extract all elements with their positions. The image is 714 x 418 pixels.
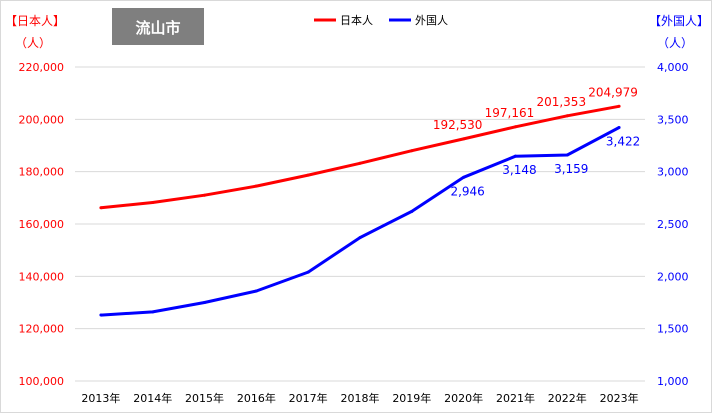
data-point (151, 201, 155, 205)
data-point (203, 193, 207, 197)
data-label: 3,422 (606, 134, 640, 148)
left-axis-ticks: 100,000 120,000 140,000 160,000 180,000 200,0… (19, 61, 65, 388)
x-tick-label: 2016年 (237, 391, 276, 405)
right-axis-label-line2: （人） (657, 36, 693, 50)
data-label: 204,979 (588, 85, 638, 99)
x-tick-label: 2020年 (444, 391, 483, 405)
left-tick-label: 140,000 (19, 270, 65, 283)
series-layer (99, 104, 621, 317)
data-label: 2,946 (450, 184, 484, 198)
data-label: 201,353 (536, 95, 586, 109)
data-point (254, 184, 258, 188)
data-point (565, 153, 569, 157)
data-point (358, 161, 362, 165)
x-tick-label: 2019年 (392, 391, 431, 405)
x-axis-ticks: 2013年 2014年 2015年 2016年 2017年 2018年 2019年 2020年… (81, 391, 638, 405)
data-point (99, 206, 103, 210)
data-point (99, 313, 103, 317)
data-label: 3,148 (502, 163, 536, 177)
data-point (203, 301, 207, 304)
data-label: 197,161 (485, 106, 535, 120)
left-tick-label: 100,000 (19, 375, 65, 388)
data-label: 3,159 (554, 162, 588, 176)
right-tick-label: 2,000 (657, 270, 689, 283)
data-point (462, 175, 466, 179)
left-tick-label: 180,000 (19, 166, 65, 179)
data-point (410, 149, 414, 153)
data-point (306, 270, 310, 274)
left-tick-label: 220,000 (19, 61, 65, 74)
legend-label-japanese: 日本人 (340, 13, 373, 27)
left-axis-label-line1: 【日本人】 (5, 14, 65, 28)
x-tick-label: 2023年 (600, 391, 639, 405)
x-tick-label: 2018年 (341, 391, 380, 405)
x-tick-label: 2013年 (81, 391, 120, 405)
data-point (617, 104, 621, 108)
series-line-foreign (100, 126, 620, 317)
right-axis-label-line1: 【外国人】 (649, 14, 709, 28)
right-tick-label: 2,500 (657, 218, 689, 231)
right-tick-label: 1,000 (657, 375, 689, 388)
x-tick-label: 2017年 (289, 391, 328, 405)
right-tick-label: 3,500 (657, 113, 689, 126)
right-tick-label: 3,000 (657, 166, 689, 179)
data-point (410, 209, 414, 213)
data-point (513, 125, 517, 129)
right-tick-label: 1,500 (657, 323, 689, 336)
data-point (513, 154, 517, 158)
data-label: 192,530 (433, 118, 483, 132)
title-box (112, 8, 204, 45)
x-tick-label: 2014年 (133, 391, 172, 405)
data-point (617, 125, 621, 129)
data-point (358, 236, 362, 240)
data-point (306, 173, 310, 177)
right-tick-label: 4,000 (657, 61, 689, 74)
left-tick-label: 120,000 (19, 323, 65, 336)
x-tick-label: 2022年 (548, 391, 587, 405)
x-tick-label: 2021年 (496, 391, 535, 405)
right-axis-ticks: 1,000 1,500 2,000 2,500 3,000 3,500 4,000 (657, 61, 689, 388)
x-tick-label: 2015年 (185, 391, 224, 405)
data-point (565, 114, 569, 118)
left-axis-label-line2: （人） (15, 36, 51, 50)
left-tick-label: 160,000 (19, 218, 65, 231)
grid-layer (75, 66, 645, 382)
legend-label-foreign: 外国人 (415, 14, 448, 27)
left-tick-label: 200,000 (19, 113, 65, 126)
data-point (254, 289, 258, 293)
data-point (151, 310, 155, 314)
data-point (462, 137, 466, 141)
chart-title: 流山市 (135, 19, 180, 37)
